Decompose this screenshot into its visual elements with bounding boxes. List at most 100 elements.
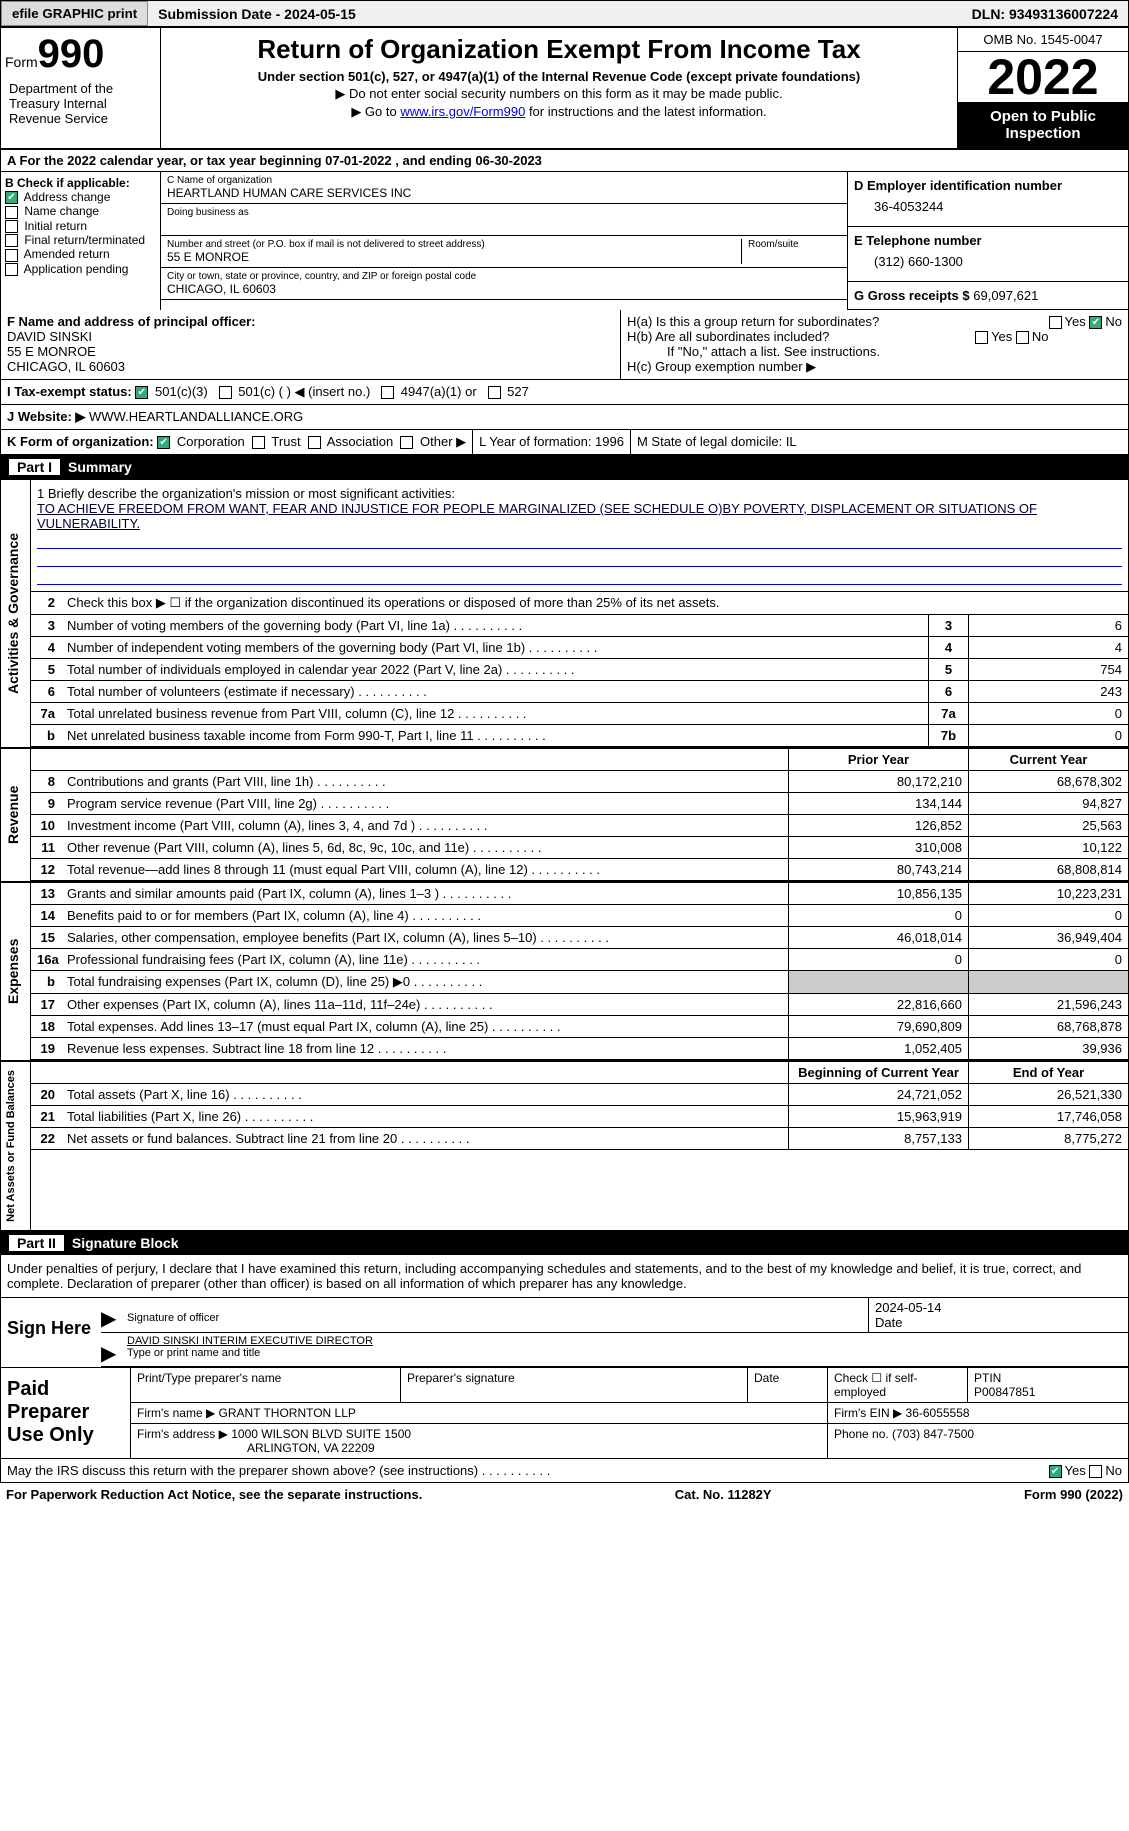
phone: (312) 660-1300: [854, 248, 1122, 275]
gross-receipts: 69,097,621: [973, 288, 1038, 303]
line-i: I Tax-exempt status: ✔ 501(c)(3) 501(c) …: [0, 380, 1129, 405]
discuss-row: May the IRS discuss this return with the…: [0, 1459, 1129, 1483]
col-d: D Employer identification number36-40532…: [848, 172, 1128, 310]
block-b-to-g: B Check if applicable: ✔ Address change …: [0, 172, 1129, 310]
line-a: A For the 2022 calendar year, or tax yea…: [0, 149, 1129, 172]
sign-here-block: Sign Here ▶ Signature of officer 2024-05…: [0, 1298, 1129, 1368]
cy-19: 39,936: [968, 1038, 1128, 1059]
form-subtitle: Under section 501(c), 527, or 4947(a)(1)…: [167, 69, 951, 84]
py-11: 310,008: [788, 837, 968, 858]
cy-8: 68,678,302: [968, 771, 1128, 792]
paid-preparer-block: Paid Preparer Use Only Print/Type prepar…: [0, 1368, 1129, 1459]
efile-print-button[interactable]: efile GRAPHIC print: [1, 1, 148, 26]
footer: For Paperwork Reduction Act Notice, see …: [0, 1483, 1129, 1506]
note-1: ▶ Do not enter social security numbers o…: [167, 86, 951, 102]
py-13: 10,856,135: [788, 883, 968, 904]
ptin: P00847851: [974, 1385, 1035, 1399]
netassets-section: Net Assets or Fund Balances Beginning of…: [0, 1061, 1129, 1231]
dept: Department of the Treasury Internal Reve…: [5, 77, 156, 130]
perjury-text: Under penalties of perjury, I declare th…: [0, 1255, 1129, 1298]
mission-text: TO ACHIEVE FREEDOM FROM WANT, FEAR AND I…: [37, 501, 1122, 531]
line-l: L Year of formation: 1996: [472, 430, 630, 454]
py-19: 1,052,405: [788, 1038, 968, 1059]
checkbox-name-change[interactable]: [5, 206, 18, 219]
ein: 36-4053244: [854, 193, 1122, 220]
street: 55 E MONROE: [167, 250, 741, 264]
py-16a: 0: [788, 949, 968, 970]
tax-year: 2022: [958, 52, 1128, 102]
org-name: HEARTLAND HUMAN CARE SERVICES INC: [167, 186, 841, 200]
sig-date: 2024-05-14: [875, 1300, 942, 1315]
cy-b: [968, 971, 1128, 993]
revenue-section: Revenue Prior YearCurrent Year 8Contribu…: [0, 748, 1129, 882]
dln: DLN: 93493136007224: [962, 2, 1128, 26]
value-4: 4: [968, 637, 1128, 658]
note-2: ▶ Go to www.irs.gov/Form990 for instruct…: [167, 104, 951, 120]
tab-expenses: Expenses: [1, 883, 31, 1060]
py-18: 79,690,809: [788, 1016, 968, 1037]
form-header: Form990 Department of the Treasury Inter…: [0, 27, 1129, 149]
irs-link[interactable]: www.irs.gov/Form990: [400, 104, 525, 119]
cy-16a: 0: [968, 949, 1128, 970]
firm-ein: Firm's EIN ▶ 36-6055558: [828, 1403, 1128, 1423]
value-3: 6: [968, 615, 1128, 636]
line-j: J Website: ▶ WWW.HEARTLANDALLIANCE.ORG: [0, 405, 1129, 430]
value-5: 754: [968, 659, 1128, 680]
py-22: 8,757,133: [788, 1128, 968, 1149]
website: WWW.HEARTLANDALLIANCE.ORG: [89, 409, 303, 424]
py-9: 134,144: [788, 793, 968, 814]
tab-activities: Activities & Governance: [1, 480, 31, 747]
checkbox-amended-return[interactable]: [5, 249, 18, 262]
firm-name: GRANT THORNTON LLP: [219, 1406, 356, 1420]
firm-addr: 1000 WILSON BLVD SUITE 1500: [231, 1427, 411, 1441]
py-8: 80,172,210: [788, 771, 968, 792]
part-2-header: Part IISignature Block: [0, 1231, 1129, 1255]
checkbox-application-pending[interactable]: [5, 263, 18, 276]
col-b: B Check if applicable: ✔ Address change …: [1, 172, 161, 310]
value-7b: 0: [968, 725, 1128, 746]
py-17: 22,816,660: [788, 994, 968, 1015]
value-7a: 0: [968, 703, 1128, 724]
cy-18: 68,768,878: [968, 1016, 1128, 1037]
activities-section: Activities & Governance 1 Briefly descri…: [0, 479, 1129, 748]
cy-14: 0: [968, 905, 1128, 926]
checkbox-address-change[interactable]: ✔: [5, 191, 18, 204]
tab-revenue: Revenue: [1, 749, 31, 881]
py-14: 0: [788, 905, 968, 926]
cy-21: 17,746,058: [968, 1106, 1128, 1127]
form-title: Return of Organization Exempt From Incom…: [167, 34, 951, 65]
py-12: 80,743,214: [788, 859, 968, 880]
py-15: 46,018,014: [788, 927, 968, 948]
checkbox-initial-return[interactable]: [5, 220, 18, 233]
py-21: 15,963,919: [788, 1106, 968, 1127]
top-bar: efile GRAPHIC print Submission Date - 20…: [0, 0, 1129, 27]
checkbox-final-return-terminated[interactable]: [5, 234, 18, 247]
line-m: M State of legal domicile: IL: [630, 430, 803, 454]
line-k: K Form of organization: ✔ Corporation Tr…: [0, 430, 1129, 455]
cy-13: 10,223,231: [968, 883, 1128, 904]
submission-date: Submission Date - 2024-05-15: [148, 2, 366, 26]
expenses-section: Expenses 13Grants and similar amounts pa…: [0, 882, 1129, 1061]
cy-15: 36,949,404: [968, 927, 1128, 948]
cy-22: 8,775,272: [968, 1128, 1128, 1149]
cy-12: 68,808,814: [968, 859, 1128, 880]
city: CHICAGO, IL 60603: [167, 282, 841, 296]
cy-9: 94,827: [968, 793, 1128, 814]
value-6: 243: [968, 681, 1128, 702]
cy-11: 10,122: [968, 837, 1128, 858]
py-20: 24,721,052: [788, 1084, 968, 1105]
officer-name: DAVID SINSKI: [7, 329, 614, 344]
open-inspection: Open to Public Inspection: [958, 102, 1128, 148]
col-c: C Name of organizationHEARTLAND HUMAN CA…: [161, 172, 848, 310]
tab-netassets: Net Assets or Fund Balances: [1, 1062, 31, 1230]
officer-sig-name: DAVID SINSKI INTERIM EXECUTIVE DIRECTOR: [127, 1335, 373, 1347]
py-b: [788, 971, 968, 993]
cy-20: 26,521,330: [968, 1084, 1128, 1105]
cy-10: 25,563: [968, 815, 1128, 836]
firm-phone: Phone no. (703) 847-7500: [828, 1424, 1128, 1458]
form-number: Form990: [5, 32, 156, 77]
officer-row: F Name and address of principal officer:…: [0, 310, 1129, 380]
py-10: 126,852: [788, 815, 968, 836]
cy-17: 21,596,243: [968, 994, 1128, 1015]
part-1-header: Part ISummary: [0, 455, 1129, 479]
